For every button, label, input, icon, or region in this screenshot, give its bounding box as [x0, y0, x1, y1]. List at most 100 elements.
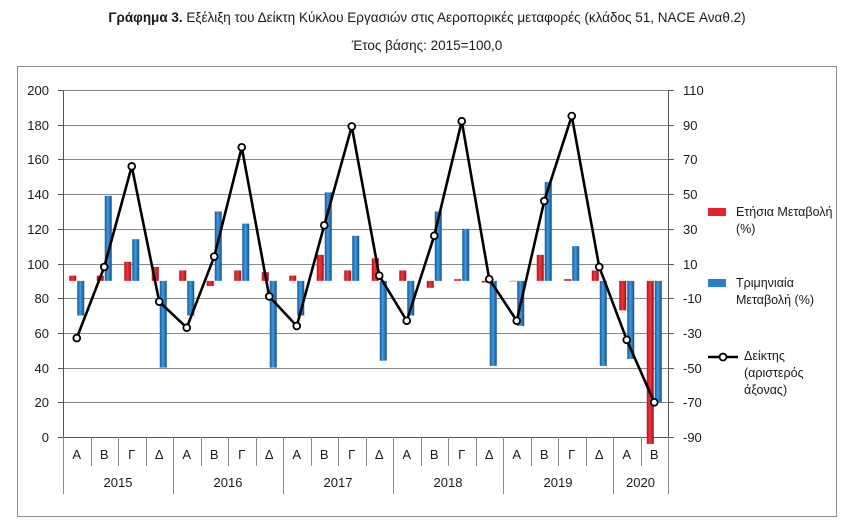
index-point: [292, 321, 302, 331]
annual-change-bar: [344, 270, 352, 281]
legend-swatch-quarterly: [708, 279, 726, 287]
quarterly-change-bar: [379, 280, 387, 361]
annual-change-bar: [619, 280, 627, 311]
left-axis-tick-label: 20: [35, 395, 49, 410]
quarterly-change-bar: [104, 195, 112, 281]
quarterly-change-bar: [242, 223, 250, 281]
index-point: [429, 231, 439, 241]
annual-change-bar: [509, 280, 517, 282]
quarterly-change-bar: [214, 211, 222, 281]
left-axis-tick-label: 140: [27, 187, 49, 202]
index-point: [594, 262, 604, 272]
chart-frame: [17, 66, 837, 517]
index-point: [374, 271, 384, 280]
legend-swatch-annual: [708, 208, 726, 216]
index-point: [264, 292, 274, 301]
quarter-tick-label: Α: [512, 447, 521, 462]
chart-title-text: Εξέλιξη του Δείκτη Κύκλου Εργασιών στις …: [186, 10, 746, 25]
quarter-tick-label: Δ: [375, 447, 384, 462]
right-axis-tick-label: -90: [683, 430, 702, 445]
right-axis-tick-label: 70: [683, 152, 697, 167]
quarter-tick-label: Α: [292, 447, 301, 462]
right-axis-tick-label: 50: [683, 187, 697, 202]
quarterly-change-bar: [407, 280, 415, 316]
chart-title: Γράφημα 3. Εξέλιξη του Δείκτη Κύκλου Εργ…: [0, 10, 854, 25]
legend-swatch-index: [708, 352, 738, 362]
annual-change-bar: [564, 279, 572, 281]
index-point: [237, 142, 247, 152]
annual-change-bar: [179, 270, 187, 281]
left-axis-tick-label: 0: [42, 430, 49, 445]
right-axis-tick-label: -50: [683, 361, 702, 376]
quarter-tick-label: Β: [430, 447, 439, 462]
quarter-tick-label: Β: [540, 447, 549, 462]
quarter-tick-label: Β: [320, 447, 329, 462]
right-axis-tick-label: 10: [683, 257, 697, 272]
annual-change-bar: [536, 254, 544, 281]
index-point: [347, 122, 357, 131]
annual-change-bar: [426, 280, 434, 288]
annual-change-bar: [289, 275, 297, 281]
quarter-tick-label: Α: [622, 447, 631, 462]
legend-label-quarterly: Τριμηνιαία Μεταβολή (%): [736, 276, 814, 307]
annual-change-bar: [399, 270, 407, 281]
index-point: [457, 116, 467, 126]
quarterly-change-bar: [434, 211, 442, 281]
quarterly-change-bar: [489, 280, 497, 366]
quarter-tick-label: Δ: [595, 447, 604, 462]
legend-label-annual: Ετήσια Μεταβολή (%): [736, 205, 833, 236]
index-point: [99, 262, 109, 272]
index-point: [154, 297, 164, 306]
quarter-tick-label: Δ: [155, 447, 164, 462]
left-axis-tick-label: 160: [27, 152, 49, 167]
year-label: 2020: [626, 475, 655, 490]
left-axis-tick-label: 100: [27, 257, 49, 272]
quarterly-change-bar: [77, 280, 85, 316]
left-axis-tick-label: 200: [27, 83, 49, 98]
chart-title-prefix: Γράφημα 3.: [108, 10, 183, 25]
quarter-tick-label: Γ: [568, 447, 575, 462]
chart-subtitle: Έτος βάσης: 2015=100,0: [351, 38, 503, 53]
quarterly-change-bar: [187, 280, 195, 316]
quarterly-change-bar: [352, 235, 360, 281]
annual-change-bar: [591, 270, 599, 281]
quarterly-change-bar: [462, 228, 470, 281]
quarter-tick-label: Α: [402, 447, 411, 462]
index-point: [512, 316, 522, 326]
annual-change-bar: [69, 275, 77, 281]
right-axis-tick-label: -30: [683, 326, 702, 341]
quarter-tick-label: Γ: [238, 447, 245, 462]
quarter-tick-label: Γ: [348, 447, 355, 462]
left-axis-tick-label: 180: [27, 118, 49, 133]
quarterly-change-bar: [544, 181, 552, 281]
quarter-tick-label: Α: [182, 447, 191, 462]
index-point: [72, 333, 82, 343]
left-axis-tick-label: 80: [35, 291, 49, 306]
quarterly-change-bar: [654, 280, 662, 403]
quarter-tick-label: Γ: [128, 447, 135, 462]
quarter-tick-label: Β: [210, 447, 219, 462]
index-point: [649, 397, 659, 407]
annual-change-bar: [316, 254, 324, 281]
right-axis-tick-label: -10: [683, 291, 702, 306]
quarter-tick-label: Γ: [458, 447, 465, 462]
right-axis-tick-label: 110: [683, 83, 704, 98]
quarterly-change-bar: [132, 239, 140, 281]
index-point: [402, 316, 412, 326]
quarterly-change-bar: [599, 280, 607, 366]
left-axis-tick-label: 120: [27, 222, 49, 237]
year-label: 2019: [544, 475, 573, 490]
annual-change-bar: [454, 279, 462, 281]
annual-change-bar: [371, 258, 379, 281]
quarterly-change-bar: [159, 280, 167, 368]
quarterly-change-bar: [627, 280, 635, 359]
quarterly-change-bar: [269, 280, 277, 368]
quarter-tick-label: Α: [72, 447, 81, 462]
legend-label-index: Δείκτης (αριστερός άξονας): [744, 349, 804, 397]
right-axis-tick-label: 30: [683, 222, 697, 237]
quarterly-change-bar: [324, 192, 332, 281]
right-axis-tick-label: -70: [683, 395, 702, 410]
annual-change-bar: [646, 280, 654, 444]
annual-change-bar: [151, 266, 159, 281]
